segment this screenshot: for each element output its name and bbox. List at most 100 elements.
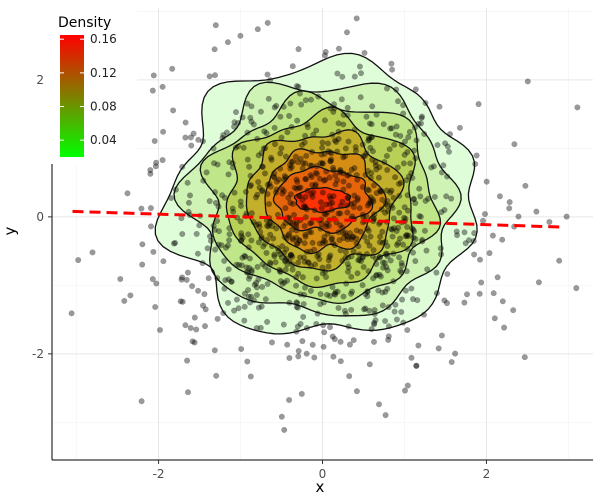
scatter-point <box>323 201 330 208</box>
scatter-point <box>382 412 389 419</box>
scatter-point <box>265 267 272 274</box>
scatter-point <box>401 214 408 221</box>
scatter-point <box>295 348 302 355</box>
scatter-point <box>332 289 339 296</box>
scatter-point <box>288 251 295 258</box>
scatter-point <box>329 333 336 340</box>
scatter-point <box>287 252 294 259</box>
scatter-point <box>238 262 245 269</box>
scatter-point <box>299 141 306 148</box>
scatter-point <box>287 199 294 206</box>
scatter-point <box>321 233 328 240</box>
scatter-point <box>345 233 352 240</box>
scatter-point <box>368 170 375 177</box>
scatter-point <box>150 248 157 255</box>
scatter-point <box>254 26 261 33</box>
scatter-point <box>289 235 296 242</box>
scatter-point <box>372 162 379 169</box>
scatter-point <box>160 258 167 265</box>
scatter-point <box>288 163 295 170</box>
scatter-point <box>412 200 419 207</box>
scatter-point <box>212 22 219 29</box>
scatter-point <box>364 202 371 209</box>
scatter-point <box>169 65 176 72</box>
scatter-point <box>266 200 273 207</box>
scatter-point <box>486 250 493 257</box>
scatter-point <box>351 192 358 199</box>
scatter-point <box>389 226 396 233</box>
scatter-point <box>222 244 229 251</box>
scatter-point <box>327 252 334 259</box>
scatter-point <box>428 164 435 171</box>
scatter-point <box>435 345 442 352</box>
scatter-point <box>404 382 411 389</box>
scatter-point <box>326 193 333 200</box>
scatter-point <box>491 315 498 322</box>
scatter-point <box>396 254 403 261</box>
scatter-point <box>281 279 288 286</box>
scatter-point <box>506 205 513 212</box>
scatter-point <box>574 104 581 111</box>
scatter-point <box>297 184 304 191</box>
scatter-point <box>289 63 296 70</box>
scatter-point <box>287 191 294 198</box>
scatter-point <box>348 166 355 173</box>
scatter-point <box>410 195 417 202</box>
scatter-point <box>237 218 244 225</box>
scatter-point <box>226 237 233 244</box>
scatter-point <box>311 246 318 253</box>
scatter-point <box>357 94 364 101</box>
scatter-point <box>373 190 380 197</box>
scatter-point <box>159 157 166 164</box>
scatter-point <box>327 158 334 165</box>
scatter-point <box>396 209 403 216</box>
scatter-point <box>284 277 291 284</box>
scatter-point <box>444 143 451 150</box>
scatter-point <box>400 160 407 167</box>
scatter-point <box>251 281 258 288</box>
density-contour-line <box>245 129 405 272</box>
scatter-point <box>286 397 293 404</box>
scatter-point <box>256 220 263 227</box>
scatter-point <box>299 160 306 167</box>
scatter-point <box>413 362 420 369</box>
scatter-point <box>303 350 310 357</box>
scatter-point <box>403 231 410 238</box>
scatter-point <box>346 341 353 348</box>
scatter-point <box>264 19 271 26</box>
scatter-point <box>383 264 390 271</box>
scatter-point <box>400 241 407 248</box>
scatter-point <box>280 321 287 328</box>
scatter-point <box>240 144 247 151</box>
scatter-point <box>147 205 154 212</box>
scatter-point <box>345 254 352 261</box>
scatter-point <box>376 239 383 246</box>
scatter-point <box>244 156 251 163</box>
scatter-point <box>156 327 163 334</box>
scatter-point <box>318 221 325 228</box>
scatter-point <box>302 214 309 221</box>
scatter-point <box>402 287 409 294</box>
scatter-point <box>252 194 259 201</box>
scatter-point <box>316 240 323 247</box>
scatter-point <box>344 260 351 267</box>
legend-tick-label: 0.12 <box>90 66 117 80</box>
scatter-point <box>348 290 355 297</box>
scatter-point <box>285 194 292 201</box>
scatter-point <box>418 114 425 121</box>
scatter-point <box>376 271 383 278</box>
scatter-point <box>413 362 420 369</box>
scatter-point <box>506 199 513 206</box>
scatter-point <box>226 231 233 238</box>
scatter-point <box>188 142 195 149</box>
scatter-point <box>233 296 240 303</box>
scatter-point <box>222 277 229 284</box>
scatter-point <box>281 172 288 179</box>
scatter-point <box>376 401 383 408</box>
scatter-point <box>335 210 342 217</box>
scatter-point <box>179 298 186 305</box>
scatter-point <box>327 195 334 202</box>
scatter-point <box>330 353 337 360</box>
scatter-point <box>259 188 266 195</box>
scatter-point <box>442 140 449 147</box>
